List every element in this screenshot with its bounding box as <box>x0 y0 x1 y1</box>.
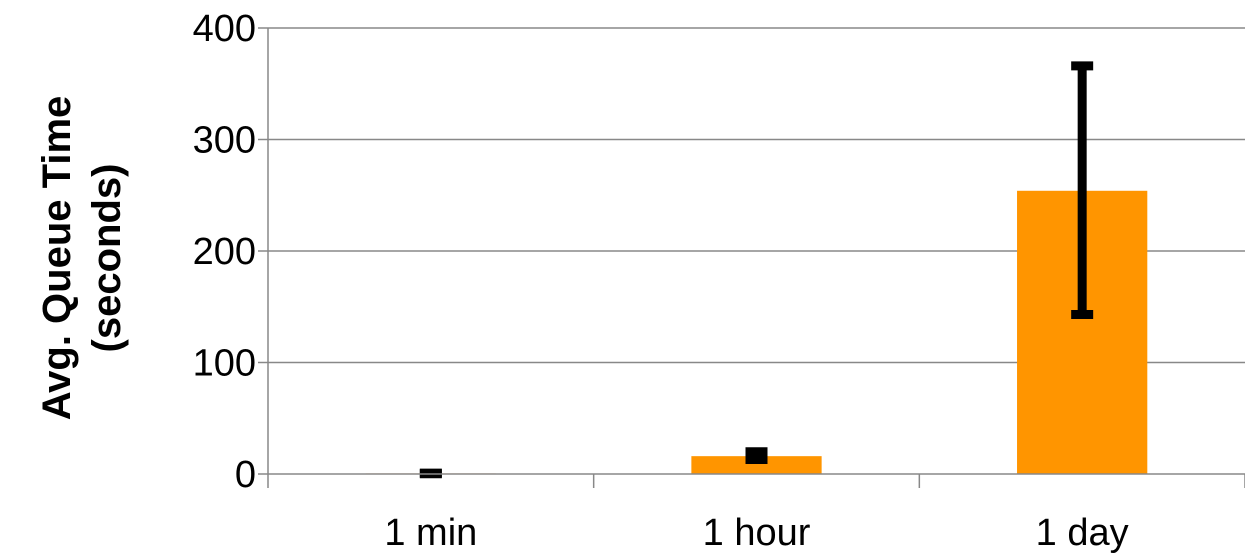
x-tick-label-0: 1 min <box>384 512 477 554</box>
y-tick-label-200: 200 <box>193 231 256 273</box>
x-tick-label-1: 1 hour <box>703 512 811 554</box>
error-bars <box>419 61 1094 479</box>
bars <box>365 190 1148 475</box>
y-tick-label-300: 300 <box>193 120 256 162</box>
y-tick-labels: 0 100 200 300 400 <box>193 8 256 496</box>
y-axis-title-line2: (seconds) <box>85 164 129 353</box>
x-tick-labels: 1 min 1 hour 1 day <box>384 512 1128 554</box>
x-tick-label-2: 1 day <box>1036 512 1129 554</box>
bar-1 <box>691 456 822 474</box>
axes <box>258 27 1245 488</box>
y-tick-label-100: 100 <box>193 343 256 385</box>
y-axis-title-line1: Avg. Queue Time <box>35 96 79 421</box>
y-tick-label-400: 400 <box>193 8 256 50</box>
y-tick-label-0: 0 <box>235 454 256 496</box>
